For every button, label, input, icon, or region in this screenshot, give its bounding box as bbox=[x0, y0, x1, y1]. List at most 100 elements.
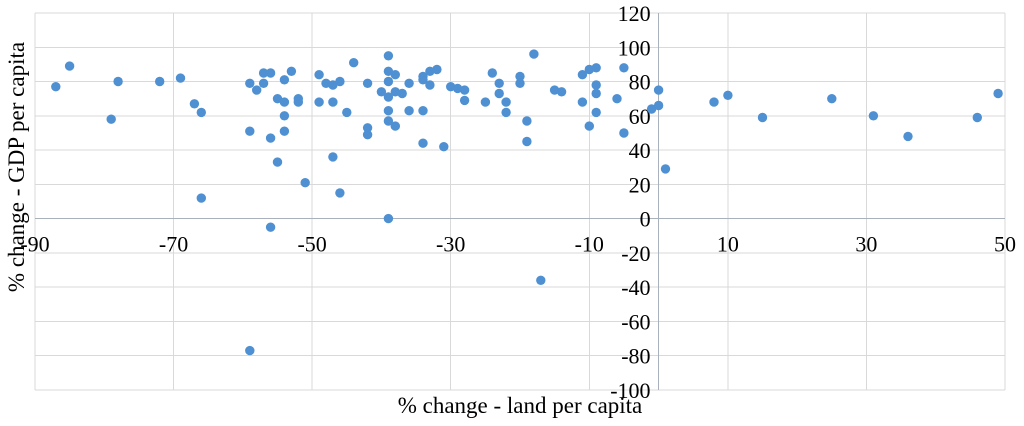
y-tick-label: -100 bbox=[610, 378, 650, 403]
scatter-point bbox=[972, 112, 982, 123]
scatter-point bbox=[418, 138, 428, 148]
scatter-point bbox=[757, 112, 768, 123]
x-tick-label: -70 bbox=[159, 232, 188, 257]
y-tick-label: 120 bbox=[618, 1, 651, 26]
scatter-point bbox=[300, 178, 310, 188]
scatter-point bbox=[383, 116, 394, 126]
scatter-point bbox=[383, 76, 394, 87]
scatter-point bbox=[646, 104, 657, 114]
scatter-point bbox=[265, 133, 276, 143]
scatter-point bbox=[556, 87, 567, 97]
scatter-point bbox=[314, 70, 324, 80]
scatter-point bbox=[529, 49, 539, 59]
scatter-point bbox=[265, 68, 276, 78]
scatter-point bbox=[653, 100, 664, 111]
scatter-point bbox=[245, 345, 255, 356]
y-axis-title: % change - GDP per capita bbox=[4, 41, 29, 293]
scatter-point bbox=[265, 222, 276, 232]
scatter-point bbox=[279, 97, 290, 107]
scatter-point bbox=[106, 114, 116, 124]
scatter-point bbox=[349, 58, 359, 68]
scatter-point bbox=[619, 128, 629, 138]
scatter-point bbox=[293, 97, 303, 107]
scatter-point bbox=[390, 121, 400, 131]
scatter-point bbox=[245, 126, 255, 136]
scatter-point bbox=[827, 94, 837, 104]
y-tick-label: -20 bbox=[621, 241, 650, 266]
x-axis-title: % change - land per capita bbox=[397, 393, 643, 418]
scatter-point bbox=[515, 78, 525, 89]
scatter-point bbox=[64, 61, 75, 71]
scatter-point bbox=[335, 188, 345, 198]
scatter-point bbox=[286, 66, 297, 77]
scatter-point bbox=[335, 76, 345, 87]
scatter-point bbox=[903, 131, 913, 142]
scatter-point bbox=[432, 64, 442, 75]
x-tick-label: -50 bbox=[297, 232, 326, 257]
scatter-point bbox=[383, 106, 394, 116]
y-tick-label: 20 bbox=[629, 172, 651, 197]
scatter-point bbox=[612, 94, 622, 104]
scatter-point bbox=[328, 152, 338, 162]
scatter-point bbox=[459, 85, 470, 95]
scatter-point bbox=[196, 193, 206, 203]
scatter-point bbox=[439, 142, 449, 152]
scatter-point bbox=[113, 76, 123, 87]
scatter-point bbox=[245, 78, 255, 89]
scatter-point bbox=[196, 107, 206, 118]
scatter-point bbox=[868, 111, 879, 121]
scatter-point bbox=[51, 82, 61, 92]
x-tick-label: -30 bbox=[436, 232, 465, 257]
scatter-point bbox=[591, 88, 601, 99]
scatter-point bbox=[362, 130, 373, 140]
y-tick-label: 0 bbox=[640, 207, 651, 232]
scatter-point bbox=[252, 85, 262, 95]
scatter-point bbox=[501, 107, 511, 118]
scatter-point bbox=[522, 136, 532, 147]
scatter-point bbox=[418, 75, 428, 85]
scatter-point bbox=[619, 63, 629, 73]
scatter-point bbox=[494, 78, 504, 89]
scatter-point bbox=[175, 73, 186, 83]
scatter-point bbox=[660, 164, 671, 174]
y-tick-label: 60 bbox=[629, 104, 651, 129]
scatter-point bbox=[362, 123, 373, 133]
scatter-point bbox=[487, 68, 497, 78]
scatter-point bbox=[279, 126, 290, 136]
scatter-point bbox=[258, 68, 269, 78]
scatter-point bbox=[397, 88, 407, 99]
scatter-point bbox=[522, 116, 532, 126]
scatter-point bbox=[383, 51, 394, 61]
scatter-point bbox=[709, 97, 719, 107]
scatter-point bbox=[279, 75, 290, 85]
y-tick-label: 80 bbox=[629, 70, 651, 95]
scatter-point bbox=[577, 97, 588, 107]
scatter-point bbox=[723, 90, 733, 101]
x-tick-label: -90 bbox=[20, 232, 49, 257]
scatter-point bbox=[314, 97, 324, 107]
scatter-point bbox=[536, 275, 546, 285]
y-tick-label: -40 bbox=[621, 275, 650, 300]
scatter-point bbox=[155, 76, 165, 87]
scatter-point bbox=[501, 97, 511, 107]
y-tick-label: -80 bbox=[621, 344, 650, 369]
scatter-point bbox=[653, 85, 664, 95]
scatter-point bbox=[591, 63, 601, 73]
scatter-point bbox=[383, 92, 394, 102]
x-tick-label: 30 bbox=[855, 232, 877, 257]
scatter-point bbox=[328, 97, 338, 107]
scatter-point bbox=[279, 111, 290, 121]
scatter-point bbox=[480, 97, 491, 107]
scatter-point bbox=[515, 71, 525, 82]
x-tick-label: 10 bbox=[717, 232, 739, 257]
x-tick-label: 50 bbox=[994, 232, 1016, 257]
y-tick-label: 40 bbox=[629, 138, 651, 163]
scatter-point bbox=[390, 70, 400, 80]
scatter-point bbox=[577, 70, 588, 80]
scatter-point bbox=[342, 107, 352, 118]
scatter-point bbox=[425, 80, 435, 90]
scatter-point bbox=[459, 95, 470, 106]
scatter-point bbox=[362, 78, 373, 89]
